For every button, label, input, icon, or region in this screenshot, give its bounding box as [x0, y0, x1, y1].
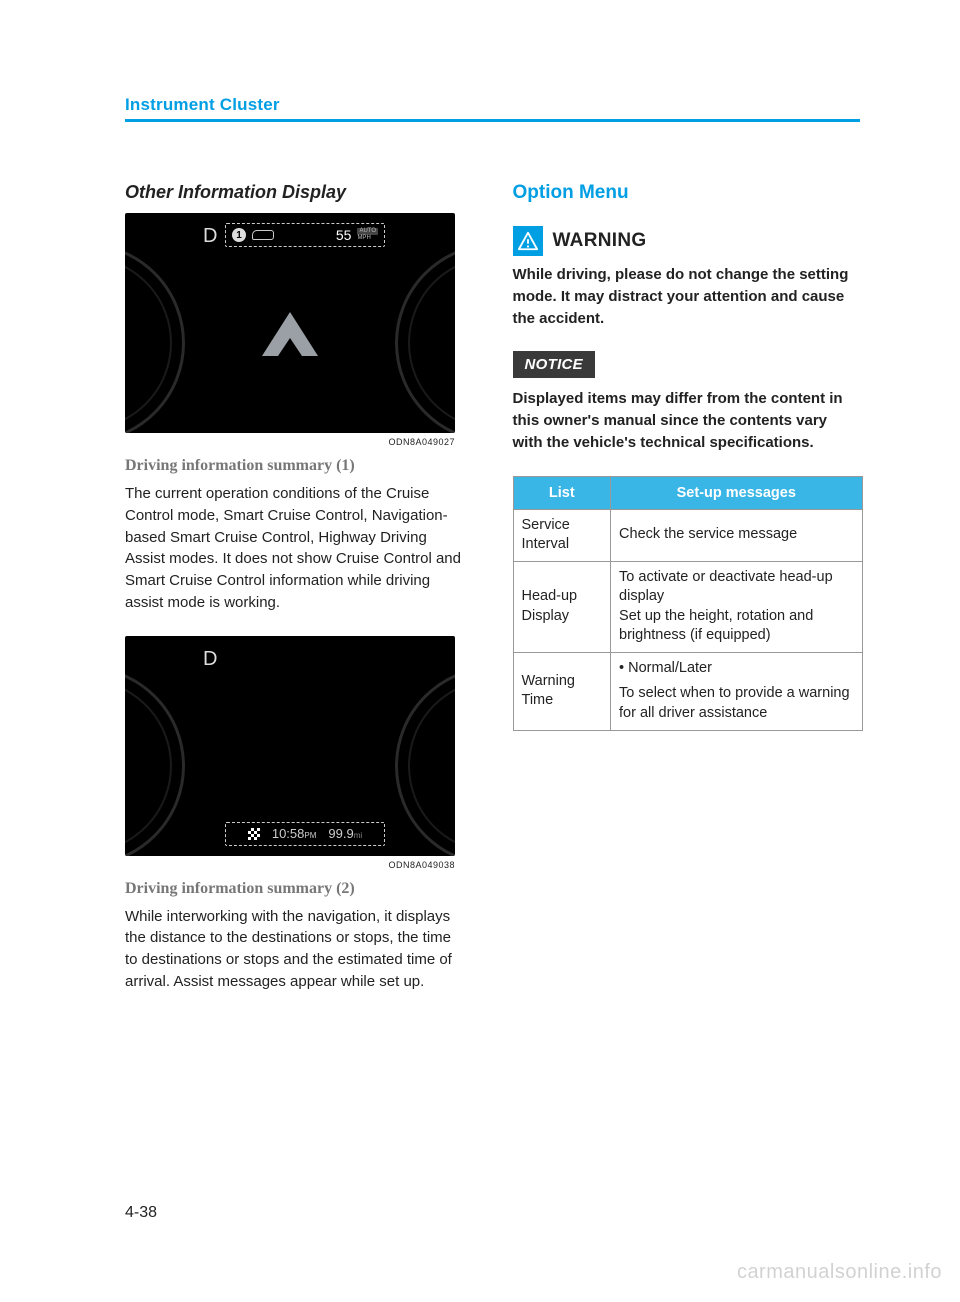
set-speed-value: 55 — [336, 227, 352, 243]
figure-code-1: ODN8A049027 — [125, 437, 455, 447]
gauge-left-icon — [125, 243, 185, 433]
distance-level-badge: 1 — [232, 228, 246, 242]
figure-cluster-1: D 1 55 AUTO MPH — [125, 213, 455, 433]
car-outline-icon — [252, 230, 274, 240]
warning-label: WARNING — [553, 230, 647, 252]
notice-label: NOTICE — [513, 351, 595, 378]
section-title: Other Information Display — [125, 182, 473, 203]
subheading-1: Driving information summary (1) — [125, 457, 473, 475]
cell-list: Service Interval — [513, 509, 611, 561]
speed-unit: AUTO MPH — [357, 228, 378, 242]
left-column: Other Information Display D 1 55 AUTO MP… — [125, 182, 473, 1015]
remaining-distance: 99.9mi — [328, 826, 362, 841]
gear-indicator: D — [203, 648, 218, 671]
paragraph-2: While interworking with the navigation, … — [125, 906, 465, 993]
gauge-right-icon — [395, 666, 455, 856]
watermark: carmanualsonline.info — [737, 1261, 942, 1284]
nav-arrow-icon — [262, 312, 318, 356]
distance-value: 99.9 — [328, 826, 353, 841]
setup-table: List Set-up messages Service Interval Ch… — [513, 476, 863, 731]
gauge-right-icon — [395, 243, 455, 433]
cell-msg-text: To select when to provide a warning for … — [619, 685, 850, 721]
gear-indicator: D — [203, 225, 218, 248]
cell-msg-bullet: • Normal/Later — [619, 659, 853, 679]
paragraph-1: The current operation conditions of the … — [125, 483, 465, 614]
warning-text: While driving, please do not change the … — [513, 264, 861, 329]
right-column: Option Menu WARNING While driving, pleas… — [513, 182, 861, 1015]
table-header-msg: Set-up messages — [611, 476, 862, 509]
mph-label: MPH — [357, 235, 370, 242]
manual-page: Instrument Cluster Other Information Dis… — [0, 0, 960, 1302]
table-row: Head-up Display To activate or deactivat… — [513, 561, 862, 652]
distance-unit: mi — [354, 831, 362, 840]
table-row: Warning Time • Normal/Later To select wh… — [513, 652, 862, 730]
table-header-list: List — [513, 476, 611, 509]
subheading-2: Driving information summary (2) — [125, 880, 473, 898]
content-columns: Other Information Display D 1 55 AUTO MP… — [125, 182, 860, 1015]
notice-text: Displayed items may differ from the cont… — [513, 388, 861, 453]
page-number: 4-38 — [125, 1204, 157, 1222]
time-value: 10:58 — [272, 826, 305, 841]
figure-code-2: ODN8A049038 — [125, 860, 455, 870]
time-suffix: PM — [304, 831, 316, 840]
cell-list: Warning Time — [513, 652, 611, 730]
table-row: Service Interval Check the service messa… — [513, 509, 862, 561]
cell-msg: • Normal/Later To select when to provide… — [611, 652, 862, 730]
option-menu-heading: Option Menu — [513, 182, 861, 204]
figure-cluster-2: D 10:58PM 99.9mi — [125, 636, 455, 856]
page-header: Instrument Cluster — [125, 95, 860, 122]
cruise-info-strip: 1 55 AUTO MPH — [225, 223, 385, 247]
auto-chip: AUTO — [357, 228, 378, 235]
nav-summary-strip: 10:58PM 99.9mi — [225, 822, 385, 846]
section-label: Instrument Cluster — [125, 95, 860, 115]
cell-msg: To activate or deactivate head-up displa… — [611, 561, 862, 652]
gauge-left-icon — [125, 666, 185, 856]
warning-icon — [513, 226, 543, 256]
checkered-flag-icon — [248, 828, 260, 840]
warning-header: WARNING — [513, 226, 861, 256]
header-rule — [125, 119, 860, 122]
cell-list: Head-up Display — [513, 561, 611, 652]
cell-msg: Check the service message — [611, 509, 862, 561]
arrival-time: 10:58PM — [272, 826, 317, 841]
